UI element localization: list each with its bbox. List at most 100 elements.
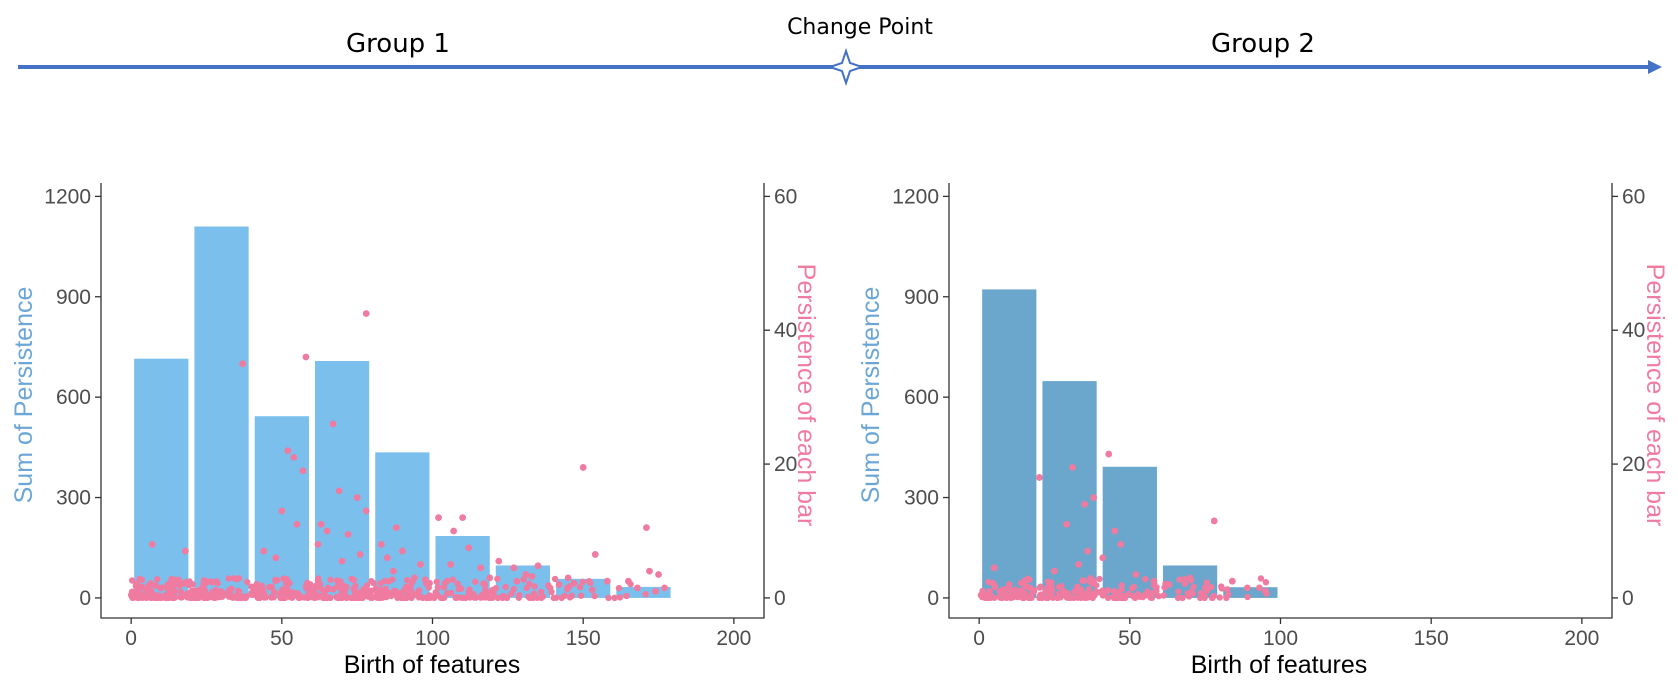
- point: [415, 587, 423, 594]
- point: [370, 579, 377, 587]
- point: [611, 594, 618, 602]
- point: [303, 585, 310, 592]
- point: [555, 581, 563, 588]
- point: [1228, 577, 1236, 585]
- point: [652, 587, 659, 595]
- bars-group1: [134, 226, 671, 598]
- bar: [1102, 466, 1157, 598]
- point: [411, 574, 418, 582]
- point: [1179, 594, 1186, 602]
- point: [1160, 592, 1167, 599]
- point: [546, 584, 554, 592]
- point: [272, 576, 279, 584]
- point: [235, 588, 243, 595]
- point: [307, 581, 314, 588]
- point: [991, 582, 998, 589]
- point: [615, 584, 623, 592]
- x-tick-label: 100: [415, 627, 450, 650]
- point: [330, 586, 337, 593]
- point: [1218, 583, 1225, 590]
- point: [459, 594, 466, 602]
- point: [1069, 464, 1076, 471]
- point: [391, 587, 398, 595]
- point: [392, 524, 400, 532]
- point: [317, 520, 325, 528]
- y-tick-label-left: 300: [56, 487, 91, 510]
- point: [1203, 579, 1210, 586]
- point: [1111, 527, 1119, 535]
- point: [342, 586, 349, 593]
- point: [1110, 588, 1118, 595]
- point: [566, 594, 574, 601]
- point: [435, 514, 442, 522]
- point: [531, 583, 538, 590]
- axes-group2: 0 50 100 150 200 0 300 600 900 1200 0 20 40 60: [892, 183, 1645, 650]
- x-tick-label: 50: [1118, 627, 1141, 650]
- y-axis-label-right: Persistence of each bar: [792, 264, 820, 527]
- point: [1057, 593, 1064, 601]
- point: [225, 575, 233, 582]
- point: [270, 588, 278, 595]
- point: [338, 557, 346, 565]
- point: [624, 577, 632, 585]
- point: [1118, 582, 1125, 589]
- point: [1186, 574, 1194, 582]
- point: [1028, 594, 1035, 602]
- point: [362, 310, 370, 317]
- point: [494, 575, 501, 583]
- point: [324, 584, 332, 591]
- point: [603, 577, 611, 585]
- point: [1257, 575, 1265, 582]
- y-tick-label-right: 40: [1622, 319, 1645, 342]
- y-tick-label-right: 60: [1622, 185, 1645, 208]
- point: [362, 507, 370, 515]
- point: [484, 589, 492, 597]
- point: [502, 583, 509, 591]
- point: [268, 583, 276, 590]
- point: [515, 594, 523, 601]
- point: [187, 594, 194, 601]
- point: [486, 574, 494, 582]
- point: [579, 578, 586, 586]
- point: [403, 594, 410, 602]
- point: [1063, 589, 1070, 597]
- point: [434, 584, 442, 591]
- point: [234, 593, 242, 601]
- bar: [375, 452, 430, 598]
- point: [1037, 583, 1044, 590]
- point: [528, 573, 536, 580]
- group2-label: Group 2: [1211, 29, 1315, 59]
- point: [455, 585, 462, 593]
- y-axis-label-right: Persistence of each bar: [1641, 264, 1669, 527]
- y-tick-label-left: 900: [56, 286, 91, 309]
- point: [999, 586, 1006, 593]
- point: [1104, 587, 1112, 594]
- point: [550, 594, 557, 602]
- point: [1129, 585, 1136, 592]
- point: [243, 578, 251, 586]
- point: [1175, 588, 1182, 595]
- point: [426, 579, 433, 587]
- point: [209, 578, 216, 586]
- point: [522, 571, 530, 578]
- point: [623, 592, 630, 600]
- y-tick-label-right: 0: [1622, 587, 1634, 610]
- point: [278, 507, 286, 515]
- point: [288, 594, 296, 601]
- point: [182, 578, 189, 586]
- point: [591, 592, 598, 600]
- y-axis-label-left: Sum of Persistence: [857, 287, 885, 504]
- point: [643, 524, 650, 532]
- point: [1262, 587, 1269, 595]
- point: [513, 577, 521, 585]
- point: [605, 594, 612, 602]
- point: [1058, 583, 1065, 590]
- point: [534, 562, 542, 570]
- bar: [194, 226, 249, 598]
- points-group2: [977, 450, 1270, 602]
- point: [314, 594, 322, 601]
- point: [239, 360, 247, 368]
- x-tick-label: 50: [270, 627, 293, 650]
- point: [414, 592, 421, 599]
- point: [353, 494, 361, 501]
